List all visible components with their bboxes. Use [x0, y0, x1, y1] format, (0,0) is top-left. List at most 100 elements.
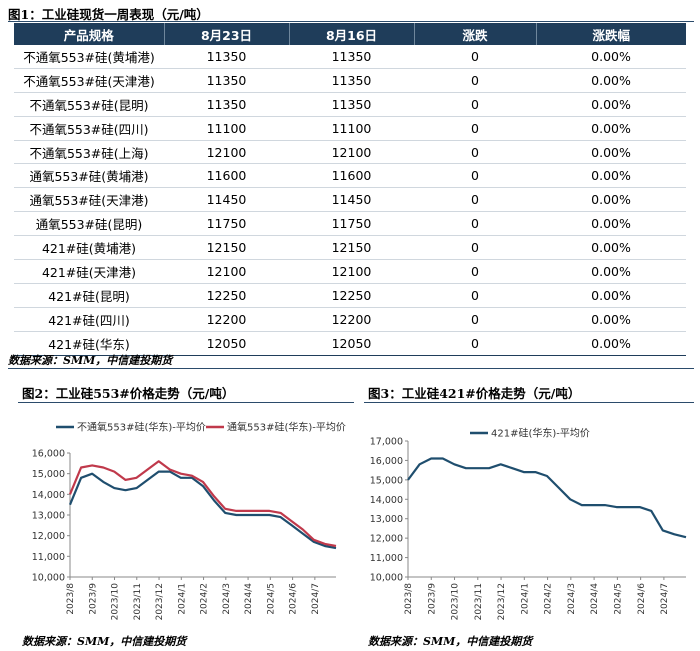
- table-cell: 12200: [289, 307, 414, 332]
- table-row: 不通氧553#硅(上海) 12100 12100 0 0.00%: [14, 140, 686, 165]
- table-cell: 0: [414, 163, 536, 189]
- spot-price-table: 产品规格 8月23日 8月16日 涨跌 涨跌幅 不通氧553#硅(黄埔港) 11350 11…: [14, 23, 686, 356]
- table-cell: 11750: [164, 211, 289, 237]
- table-cell: 12100: [164, 259, 289, 284]
- table-cell: 12250: [289, 283, 414, 308]
- table-cell: 0: [414, 211, 536, 237]
- table-cell: 12200: [164, 307, 289, 332]
- x-tick-label: 2024/4: [590, 583, 600, 615]
- table-cell: 0: [414, 259, 536, 284]
- x-tick-label: 2024/2: [200, 583, 210, 615]
- table-cell: 0.00%: [536, 211, 686, 237]
- table-row: 通氧553#硅(昆明) 11750 11750 0 0.00%: [14, 211, 686, 237]
- table-cell: 11450: [164, 187, 289, 213]
- fig2-top-rule: [18, 402, 354, 403]
- table-cell: 0.00%: [536, 68, 686, 93]
- table-cell: 11100: [289, 116, 414, 141]
- table-cell: 0.00%: [536, 140, 686, 165]
- x-tick-label: 2023/9: [427, 583, 437, 615]
- legend-label-1: 通氧553#硅(华东)-平均价: [227, 421, 346, 434]
- y-tick-label: 15,000: [32, 469, 65, 480]
- x-tick-label: 2024/5: [266, 583, 276, 615]
- table-cell: 0: [414, 140, 536, 165]
- table-cell: 不通氧553#硅(上海): [14, 140, 164, 165]
- table-cell: 12050: [164, 331, 289, 356]
- y-tick-label: 14,000: [32, 490, 65, 501]
- table-cell: 11600: [289, 163, 414, 189]
- y-tick-label: 14,000: [370, 495, 403, 506]
- table-cell: 不通氧553#硅(天津港): [14, 68, 164, 93]
- table-cell: 不通氧553#硅(四川): [14, 116, 164, 141]
- table-cell: 不通氧553#硅(黄埔港): [14, 45, 164, 69]
- table-cell: 11350: [164, 92, 289, 117]
- table-row: 不通氧553#硅(天津港) 11350 11350 0 0.00%: [14, 68, 686, 93]
- x-tick-label: 2023/12: [497, 583, 507, 620]
- table-cell: 12150: [164, 235, 289, 261]
- table-row: 通氧553#硅(天津港) 11450 11450 0 0.00%: [14, 187, 686, 213]
- x-tick-label: 2023/11: [474, 583, 484, 620]
- table-row: 421#硅(黄埔港) 12150 12150 0 0.00%: [14, 235, 686, 261]
- fig3-title: 图3：工业硅421#价格走势（元/吨）: [368, 386, 581, 401]
- chart-421-price: 10,000 11,000 12,000 13,000 14,000 15,000 16,0…: [370, 427, 687, 620]
- table-cell: 11350: [289, 92, 414, 117]
- fig1-title: 图1：工业硅现货一周表现（元/吨）: [8, 7, 209, 22]
- table-cell: 12100: [289, 259, 414, 284]
- table-header-row: 产品规格 8月23日 8月16日 涨跌 涨跌幅: [14, 23, 686, 45]
- x-tick-label: 2024/2: [544, 583, 554, 615]
- table-cell: 0.00%: [536, 259, 686, 284]
- fig3-source: 数据来源：SMM，中信建投期货: [368, 635, 533, 648]
- table-cell: 0: [414, 92, 536, 117]
- table-cell: 0.00%: [536, 307, 686, 332]
- table-cell: 11100: [164, 116, 289, 141]
- y-tick-label: 13,000: [32, 511, 65, 522]
- y-tick-label: 11,000: [370, 553, 403, 564]
- table-cell: 421#硅(四川): [14, 307, 164, 332]
- table-cell: 通氧553#硅(天津港): [14, 187, 164, 213]
- x-tick-label: 2024/6: [289, 583, 299, 615]
- table-cell: 通氧553#硅(昆明): [14, 211, 164, 237]
- table-cell: 0: [414, 283, 536, 308]
- table-cell: 0.00%: [536, 187, 686, 213]
- x-tick-label: 2023/9: [88, 583, 98, 615]
- table-cell: 12150: [289, 235, 414, 261]
- table-cell: 11350: [289, 68, 414, 93]
- table-cell: 0: [414, 68, 536, 93]
- table-cell: 11600: [164, 163, 289, 189]
- fig2-source: 数据来源：SMM，中信建投期货: [22, 635, 187, 648]
- table-row: 不通氧553#硅(黄埔港) 11350 11350 0 0.00%: [14, 45, 686, 69]
- table-cell: 通氧553#硅(黄埔港): [14, 163, 164, 189]
- table-row: 通氧553#硅(黄埔港) 11600 11600 0 0.00%: [14, 163, 686, 189]
- y-tick-label: 10,000: [370, 573, 403, 584]
- table-cell: 0.00%: [536, 163, 686, 189]
- table-cell: 11450: [289, 187, 414, 213]
- series-line-0: [68, 470, 337, 550]
- legend-label-0: 421#硅(华东)-平均价: [491, 427, 590, 440]
- table-header-cell: 涨跌幅: [536, 23, 686, 45]
- table-cell: 0: [414, 235, 536, 261]
- table-header-cell: 产品规格: [14, 23, 165, 45]
- y-tick-label: 10,000: [32, 573, 65, 584]
- table-cell: 11350: [164, 45, 289, 69]
- table-cell: 421#硅(华东): [14, 331, 164, 356]
- x-tick-label: 2023/8: [404, 583, 414, 615]
- y-tick-label: 17,000: [370, 437, 403, 448]
- y-tick-label: 15,000: [370, 475, 403, 486]
- table-cell: 421#硅(昆明): [14, 283, 164, 308]
- table-row: 421#硅(华东) 12050 12050 0 0.00%: [14, 331, 686, 356]
- series-line-0: [407, 457, 687, 539]
- x-tick-label: 2023/10: [111, 583, 121, 621]
- table-cell: 11750: [289, 211, 414, 237]
- y-tick-label: 13,000: [370, 514, 403, 525]
- table-cell: 0.00%: [536, 92, 686, 117]
- fig1-source: 数据来源：SMM，中信建投期货: [8, 354, 173, 367]
- y-tick-label: 16,000: [32, 449, 65, 460]
- series-line-1: [68, 460, 337, 548]
- table-cell: 0.00%: [536, 116, 686, 141]
- table-cell: 0.00%: [536, 331, 686, 356]
- fig1-top-rule: [8, 21, 694, 22]
- table-cell: 11350: [289, 45, 414, 69]
- table-row: 不通氧553#硅(四川) 11100 11100 0 0.00%: [14, 116, 686, 141]
- table-row: 不通氧553#硅(昆明) 11350 11350 0 0.00%: [14, 92, 686, 117]
- x-tick-label: 2024/7: [311, 583, 321, 615]
- x-tick-label: 2024/1: [520, 583, 530, 615]
